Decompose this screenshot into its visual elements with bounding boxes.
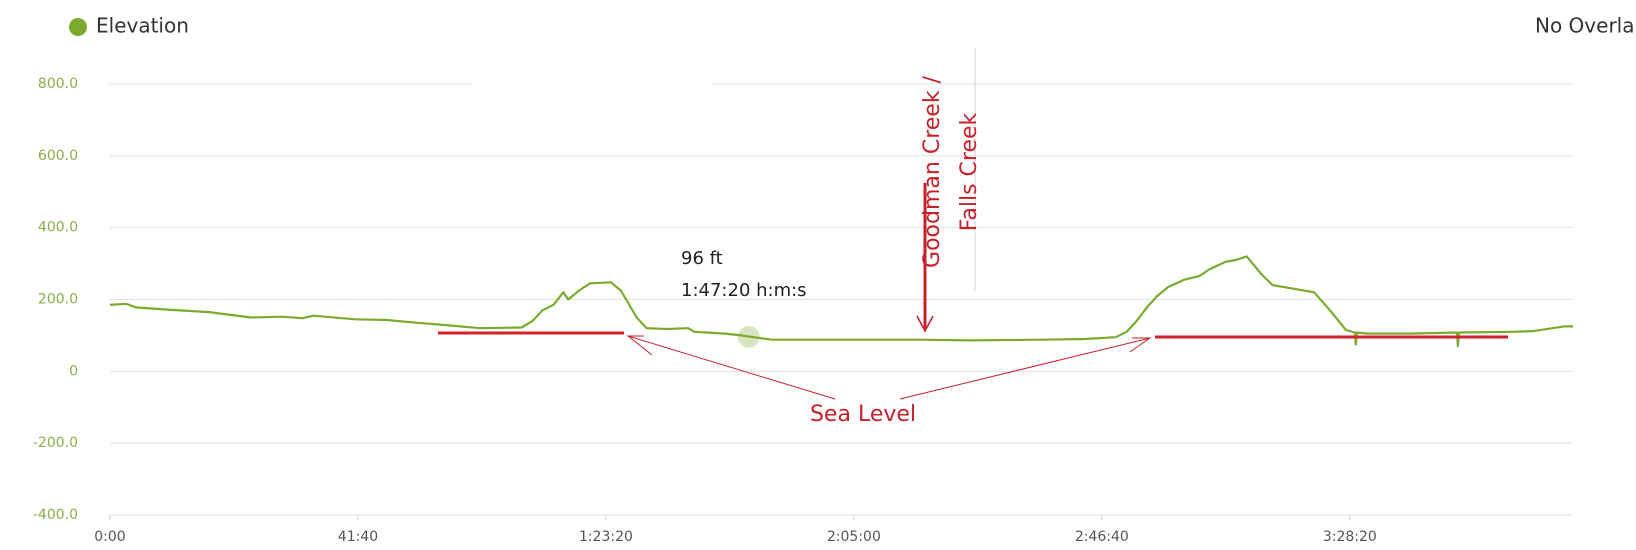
y-tick-label: 400.0 (38, 220, 78, 236)
x-tick-label: 0:00 (94, 529, 125, 545)
x-tick-label: 2:05:00 (827, 529, 881, 545)
tooltip-time: 1:47:20 h:m:s (681, 280, 807, 301)
y-tick-label: -200.0 (33, 435, 78, 451)
grid: 800.0 600.0 400.0 200.0 0 -200.0 -400.0 0:00 41:… (33, 76, 1573, 545)
arrow-head (1129, 337, 1152, 353)
tooltip-bg (472, 70, 712, 90)
x-tick-label: 3:28:20 (1323, 529, 1377, 545)
arrow-head (626, 335, 653, 356)
annotation-text: Falls Creek (957, 112, 982, 231)
tooltip-value: 96 ft (681, 248, 723, 269)
annotation-arrow (627, 335, 836, 400)
y-tick-label: -400.0 (33, 507, 78, 523)
legend-swatch[interactable] (69, 18, 87, 36)
hover-marker (737, 325, 760, 348)
legend-label[interactable]: Elevation (96, 14, 189, 38)
annotation-arrow (899, 337, 1151, 400)
annotation-text: Goodman Creek / (920, 75, 945, 268)
arrow-head (916, 315, 934, 333)
overlay-select[interactable]: No Overla (1535, 14, 1634, 38)
y-tick-label: 200.0 (38, 292, 78, 308)
x-tick-label: 1:23:20 (579, 529, 633, 545)
plot (109, 255, 1573, 348)
annotation-text: Sea Level (810, 402, 916, 427)
x-tick-label: 2:46:40 (1075, 529, 1129, 545)
y-tick-label: 800.0 (38, 76, 78, 92)
y-tick-label: 0 (69, 363, 78, 379)
x-tick-label: 41:40 (338, 529, 378, 545)
y-tick-label: 600.0 (38, 148, 78, 164)
elevation-line (109, 255, 1573, 348)
